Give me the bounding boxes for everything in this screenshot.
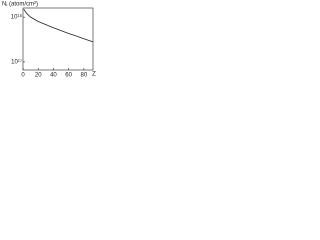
x-tick-label: 40 xyxy=(50,73,57,79)
x-tick-label: 20 xyxy=(35,73,42,79)
y-tick-label: 10¹⁸ xyxy=(11,14,23,21)
y-tick-label: 10¹⁷ xyxy=(11,58,22,65)
x-axis-label: Z xyxy=(92,72,96,78)
x-tick-label: 80 xyxy=(81,73,88,79)
plot-frame xyxy=(22,7,94,71)
line xyxy=(23,9,94,43)
x-tick-label: 60 xyxy=(65,73,72,79)
x-tick-label: 0 xyxy=(21,73,25,79)
y-axis-label: Nⱼ (atom/cm²) xyxy=(2,2,38,8)
page: {"chart_data":{"type":"line","y_label":"… xyxy=(0,0,100,81)
chart: Nⱼ (atom/cm²) Z 0 20 40 60 80 10¹⁷ 10¹⁸ xyxy=(2,2,96,79)
